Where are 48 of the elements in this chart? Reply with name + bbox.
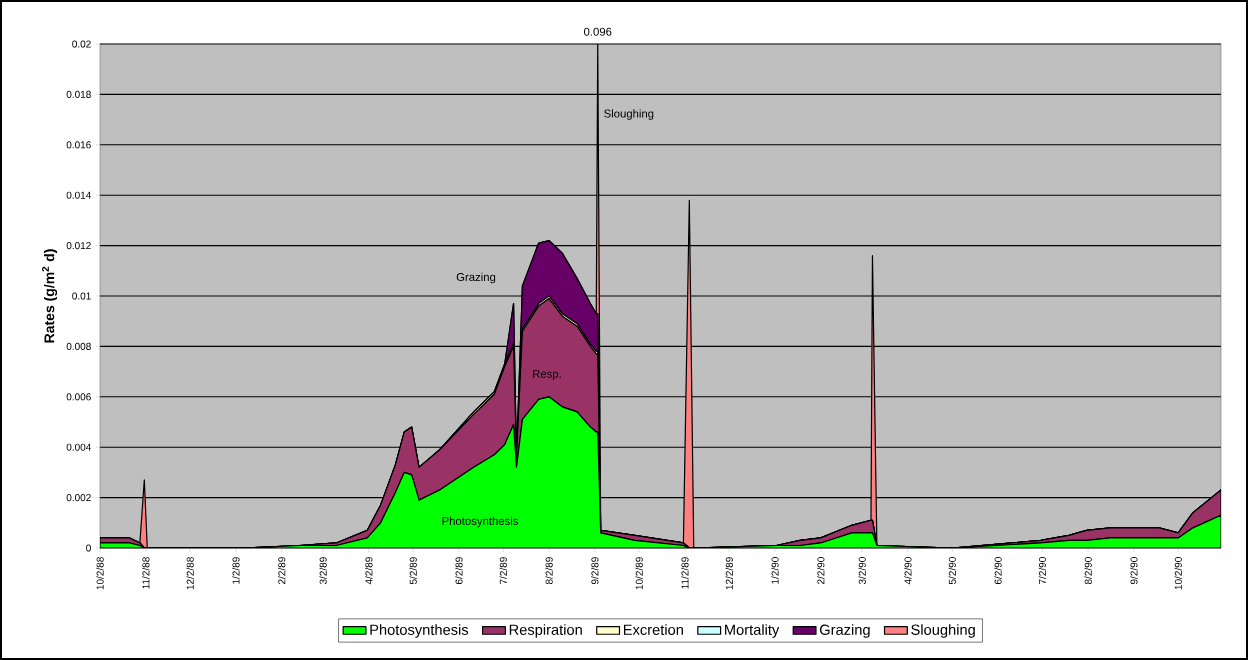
- x-tick-label: 6/2/90: [994, 557, 1002, 585]
- x-tick-label: 12/2/88: [186, 557, 194, 590]
- x-tick-label: 5/2/90: [948, 557, 956, 585]
- x-tick-label: 12/2/89: [725, 557, 733, 590]
- annotation: Grazing: [456, 272, 496, 284]
- x-tick-label: 11/2/89: [681, 557, 689, 589]
- y-tick-label: 0.014: [66, 191, 91, 199]
- x-tick-label: 11/2/88: [142, 557, 150, 589]
- legend-label: Photosynthesis: [370, 624, 469, 638]
- x-tick-label: 8/2/90: [1084, 557, 1092, 585]
- y-tick-label: 0.008: [66, 342, 91, 350]
- legend-label: Sloughing: [911, 624, 975, 638]
- x-tick-label: 5/2/89: [409, 557, 417, 585]
- legend-label: Grazing: [819, 624, 870, 638]
- y-tick-label: 0.018: [66, 90, 91, 98]
- x-tick-label: 4/2/89: [365, 557, 373, 585]
- annotation: Resp.: [533, 369, 561, 381]
- x-tick-label: 9/2/90: [1130, 557, 1138, 585]
- x-tick-label: 4/2/90: [904, 557, 912, 585]
- x-tick-label: 7/2/89: [499, 557, 507, 584]
- x-tick-label: 9/2/89: [591, 557, 599, 585]
- x-tick-label: 1/2/90: [771, 557, 779, 584]
- x-tick-label: 2/2/90: [817, 557, 825, 585]
- annotation: 0.096: [584, 27, 612, 36]
- annotation: Photosynthesis: [442, 516, 519, 528]
- x-tick-label: 1/2/89: [232, 557, 240, 584]
- y-tick-label: 0.012: [66, 242, 91, 250]
- legend-label: Excretion: [623, 624, 683, 635]
- x-tick-label: 10/2/89: [635, 557, 643, 590]
- annotation: Sloughing: [604, 109, 654, 120]
- y-tick-label: 0: [86, 544, 91, 552]
- x-tick-label: 6/2/89: [455, 557, 463, 585]
- y-tick-label: 0.002: [66, 494, 91, 502]
- y-tick-label: 0.006: [66, 393, 91, 401]
- legend-label: Respiration: [509, 624, 582, 638]
- y-tick-label: 0.02: [72, 40, 91, 48]
- x-tick-label: 7/2/90: [1038, 557, 1046, 584]
- x-tick-label: 3/2/90: [858, 557, 866, 585]
- x-tick-label: 3/2/89: [319, 557, 327, 585]
- y-tick-label: 0.016: [66, 141, 91, 149]
- x-tick-label: 8/2/89: [545, 557, 553, 585]
- legend-label: Mortality: [725, 624, 780, 638]
- y-axis-title: Rates (g/m$^{2}$ d): [42, 249, 58, 343]
- y-tick-label: 0.004: [66, 443, 91, 451]
- x-tick-label: 10/2/90: [1174, 557, 1182, 590]
- x-tick-label: 10/2/88: [96, 557, 104, 590]
- y-tick-label: 0.01: [72, 292, 91, 300]
- x-tick-label: 2/2/89: [278, 557, 286, 585]
